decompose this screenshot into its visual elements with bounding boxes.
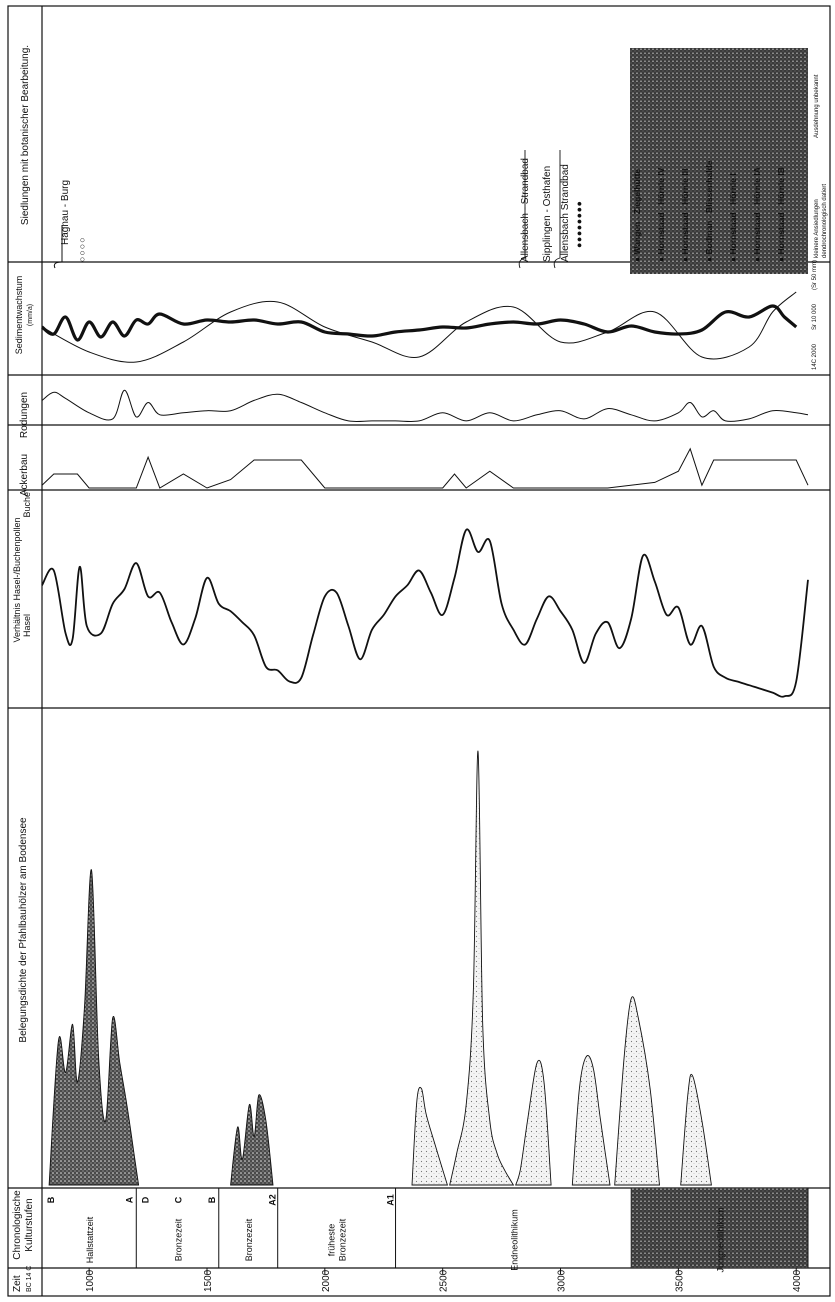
stage-letter: A xyxy=(124,1196,134,1203)
dark-list-box xyxy=(630,48,808,274)
verhaeltnis-panel xyxy=(41,528,809,698)
rodungen-line xyxy=(41,389,809,423)
stage-letter: A2 xyxy=(268,1194,278,1206)
stage-label: Bronzezeit xyxy=(174,1218,184,1261)
time-tick-label: 1500 xyxy=(203,1269,214,1292)
header-zeit: Zeit xyxy=(12,1275,23,1292)
header-sediment: Sedimentwachstum xyxy=(14,276,24,355)
stage-letter: C xyxy=(174,1196,184,1203)
siedlungen-legend-item: kleinere Ansiedlungen xyxy=(814,199,820,258)
stage-letter: B xyxy=(207,1196,217,1203)
dark-list-item: ● Bodman - Blissenhalde xyxy=(704,160,714,262)
dark-list: ● Wangen - Ziegelhütte ● Hornstaad - Hörn… xyxy=(632,160,786,262)
stage-box-jungneolithikum xyxy=(631,1188,808,1268)
time-tick-label: 1000 xyxy=(85,1269,96,1292)
siedlungen-legend-item: Ausdehnung unbekannt xyxy=(814,74,820,138)
stage-label: Jungneolithikum xyxy=(716,1207,726,1272)
group2-label-3: Allensbach Strandbad xyxy=(560,164,571,262)
stage-letter: A1 xyxy=(386,1194,396,1206)
belegung-peak xyxy=(449,750,515,1186)
header-buche: Buche xyxy=(22,492,32,518)
belegung-peak xyxy=(515,1059,552,1186)
sediment-line xyxy=(41,291,797,363)
frame xyxy=(7,5,831,1297)
hasel-buche-curve xyxy=(41,528,809,698)
header-rodungen: Rodungen xyxy=(19,392,30,438)
header-hasel: Hasel xyxy=(22,614,32,637)
belegung-peak xyxy=(614,996,660,1186)
header-siedlungen: Siedlungen mit botanischer Bearbeitung. xyxy=(20,45,31,225)
header-ackerbau: Ackerbau xyxy=(19,454,30,496)
stage-label: Hallstattzeit xyxy=(85,1216,95,1263)
rodungen-panel xyxy=(41,389,809,423)
time-tick-label: 3500 xyxy=(674,1269,685,1292)
siedlungen-legend: kleinere Ansiedlungen dendrochronologisch… xyxy=(814,74,828,258)
hagnau-brace xyxy=(53,225,63,269)
ackerbau-panel xyxy=(41,447,809,489)
header-chrono-2: Kulturstufen xyxy=(24,1198,35,1251)
dark-list-item: ● Wangen - Ziegelhütte xyxy=(632,169,642,262)
header-verhaeltnis: Verhältnis Hasel-/Buchenpollen xyxy=(12,517,22,642)
dark-list-item: ● Hornstaad - Hörnle I xyxy=(728,173,738,262)
stage-label: Bronzezeit xyxy=(244,1218,254,1261)
dark-list-item: ● Hornstaad - Hörnle IB xyxy=(776,167,786,262)
sediment-note: 14C 2000 xyxy=(812,343,818,370)
belegung-peak xyxy=(411,1086,449,1186)
group2-label-2: Sipplingen - Osthafen xyxy=(542,166,553,262)
group2-symbols: ●●●●●●●● xyxy=(574,201,584,249)
time-tick-label: 3000 xyxy=(557,1269,568,1292)
time-tick-label: 2000 xyxy=(321,1269,332,1292)
cultural-stages: Hallstattzeit B A Bronzezeit D C B Bronzezeit A2… xyxy=(46,1188,809,1273)
sediment-line xyxy=(41,304,798,342)
header-sediment-unit: (mm/a) xyxy=(27,304,34,326)
sediment-note: Sr 10 000 xyxy=(812,303,818,330)
column-headers: Zeit BC 14 C Chronologische Kulturstufen… xyxy=(12,45,35,1292)
stage-label: Endneolithikum xyxy=(509,1209,519,1271)
header-belegung: Belegungsdichte der Pfahlbauhölzer am Bo… xyxy=(18,817,29,1043)
hagnau-symbols: ○○○○ xyxy=(77,236,87,262)
stage-label: Bronzezeit xyxy=(338,1218,348,1261)
belegung-peak xyxy=(230,1094,274,1186)
belegung-peak xyxy=(680,1073,712,1186)
stage-label: früheste xyxy=(327,1224,337,1257)
time-axis: 1000 1500 2000 2500 3000 3500 4000 xyxy=(85,1268,803,1292)
belegung-peak xyxy=(48,869,140,1186)
siedlungen-panel: ○○○○ Hagnau - Burg ●●●●●●●● Allensbach -… xyxy=(53,48,828,274)
sediment-note: (Sr 50 mm) xyxy=(812,260,818,290)
stage-letter: D xyxy=(140,1196,150,1203)
dark-list-item: ● Hornstaad - Hörnle IV xyxy=(656,167,666,262)
time-tick-label: 4000 xyxy=(792,1269,803,1292)
header-zeit-unit: BC 14 C xyxy=(26,1266,33,1292)
group2-brace xyxy=(518,150,561,269)
ackerbau-line xyxy=(41,447,809,489)
belegung-peak xyxy=(571,1055,611,1186)
belegung-panel xyxy=(48,750,712,1186)
time-tick-label: 2500 xyxy=(439,1269,450,1292)
header-chrono-1: Chronologische xyxy=(12,1190,23,1260)
dark-list-item: ● Hornstaad - Hörnle IA xyxy=(752,167,762,262)
hagnau-label: Hagnau - Burg xyxy=(60,180,71,245)
siedlungen-legend-item: dendrochronologisch datiert xyxy=(822,184,828,258)
sediment-panel: 14C 2000 Sr 10 000 (Sr 50 mm) xyxy=(41,260,818,370)
dark-list-item: ● Hornstaad - Hörnle III xyxy=(680,169,690,262)
group2-label-1: Allensbach - Strandbad xyxy=(520,158,531,262)
stage-letter: B xyxy=(46,1196,56,1203)
